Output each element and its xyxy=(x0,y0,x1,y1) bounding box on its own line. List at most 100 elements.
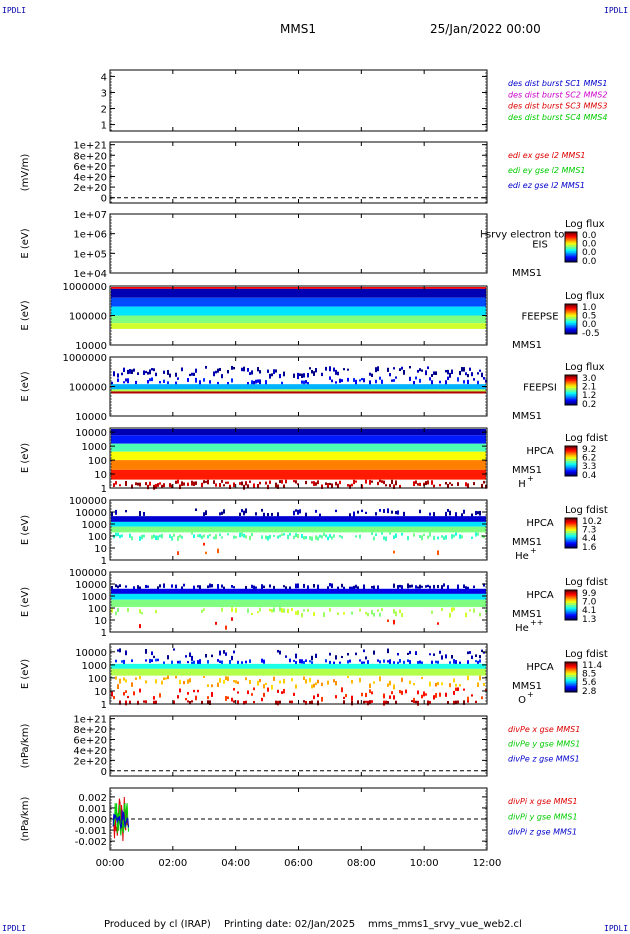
colorbar-tick-label: 0.0 xyxy=(582,248,597,258)
spectrogram-speckle xyxy=(359,677,361,683)
spectrogram-speckle xyxy=(457,687,459,691)
spectrogram-speckle xyxy=(237,691,239,694)
panel-eis: 1e+07 1e+06 1e+05 1e+04 E (eV) EIS MMS1 l srvy … xyxy=(20,210,605,280)
spectrogram-speckle xyxy=(475,510,477,516)
spectrogram-speckle xyxy=(143,700,145,703)
spectrogram-speckle xyxy=(261,508,263,512)
colorbar-cell xyxy=(565,521,577,525)
spectrogram-speckle xyxy=(123,659,125,665)
spectrogram-speckle xyxy=(457,482,459,486)
spectrogram-speckle xyxy=(421,585,423,588)
spectrogram-speckle xyxy=(369,683,371,689)
y-tick-label: 10 xyxy=(94,616,107,627)
species-label: He xyxy=(515,551,529,562)
spectrogram-speckle xyxy=(337,483,339,488)
spectrogram-speckle xyxy=(239,482,241,485)
spectrogram-speckle xyxy=(251,693,253,696)
spectrogram-speckle xyxy=(341,536,343,539)
spectrogram-speckle xyxy=(219,533,221,537)
spectrogram-speckle xyxy=(227,533,229,536)
spectrogram-speckle xyxy=(479,510,481,516)
spectrogram-speckle xyxy=(467,675,469,681)
spectrogram-speckle xyxy=(297,376,299,380)
spectrogram-speckle xyxy=(119,700,121,705)
spectrogram-speckle xyxy=(175,675,177,679)
spectrogram-speckle xyxy=(231,607,233,612)
spectrogram-speckle xyxy=(485,688,487,692)
spectrogram-speckle xyxy=(307,372,309,378)
spectrogram-speckle xyxy=(357,700,359,705)
spectrogram-speckle xyxy=(291,608,293,611)
spectrogram-speckle xyxy=(471,655,473,660)
colorbar-cell xyxy=(565,446,577,449)
spectrogram-speckle xyxy=(255,512,257,516)
colorbar-cell xyxy=(565,519,577,523)
spectrogram-speckle xyxy=(331,379,333,383)
spectrogram-speckle xyxy=(303,609,305,612)
legend-entry: des dist burst SC1 MMS1 xyxy=(508,79,607,88)
spectrogram-speckle xyxy=(441,535,443,538)
spectrogram-speckle xyxy=(115,481,117,485)
spectrogram-speckle xyxy=(327,586,329,590)
colorbar-cell xyxy=(565,235,577,239)
spectrogram-speckle xyxy=(173,533,175,537)
spectrogram-speckle xyxy=(483,377,485,380)
panel-hpca-o: 10000 1000 100 10 1 E (eV) HPCA MMS1 O+ Log fdist… xyxy=(20,643,608,711)
spectrogram-speckle xyxy=(303,700,305,703)
spectrogram-speckle xyxy=(333,679,335,683)
colorbar-cell xyxy=(565,546,577,549)
spectrogram-speckle xyxy=(277,535,279,539)
x-tick-label: 00:00 xyxy=(96,858,125,869)
colorbar-cell xyxy=(565,472,577,475)
spectrogram-speckle xyxy=(319,534,321,538)
legend-entry: divPi x gse MMS1 xyxy=(508,797,578,806)
spectrogram-speckle xyxy=(377,585,379,590)
spectrogram-speckle xyxy=(129,700,131,704)
spectrogram-speckle xyxy=(215,621,217,625)
spectrogram-speckle xyxy=(417,661,419,665)
spectrogram-speckle xyxy=(233,700,235,703)
spectrogram-speckle xyxy=(307,381,309,387)
spectrogram-speckle xyxy=(429,532,431,537)
spectrogram-speckle xyxy=(419,584,421,589)
colorbar-tick-label: 0.0 xyxy=(582,240,597,250)
spectrogram-speckle xyxy=(163,661,165,665)
spectrogram-speckle xyxy=(241,661,243,666)
spectrogram-speckle xyxy=(447,701,449,704)
spectrogram-speckle xyxy=(471,372,473,377)
colorbar-cell xyxy=(565,395,577,398)
spectrogram-speckle xyxy=(243,701,245,705)
y-tick-label: 10000 xyxy=(75,508,107,519)
y-axis-label: (mV/m) xyxy=(20,154,31,192)
spectrogram-speckle xyxy=(393,550,395,554)
spectrogram-speckle xyxy=(155,679,157,684)
spectrogram-speckle xyxy=(339,378,341,383)
spectrogram-speckle xyxy=(205,365,207,369)
spectrogram-speckle xyxy=(113,534,115,539)
spectrogram-speckle xyxy=(317,536,319,541)
spectrogram-speckle xyxy=(453,678,455,683)
spectrogram-speckle xyxy=(195,368,197,373)
spectrogram-speckle xyxy=(445,535,447,540)
spectrogram-speckle xyxy=(115,532,117,537)
spectrogram-speckle xyxy=(343,696,345,699)
spectrogram-speckle xyxy=(437,622,439,625)
spectrogram-speckle xyxy=(241,367,243,372)
spectrogram-speckle xyxy=(271,684,273,690)
spectrogram-speckle xyxy=(267,369,269,373)
panel-hpca-h: 10000 1000 100 10 1 E (eV) HPCA MMS1 H+ Log fdist… xyxy=(20,427,608,495)
spectrogram-speckle xyxy=(409,584,411,588)
spectrogram-speckle xyxy=(203,512,205,517)
spectrogram-speckle xyxy=(231,585,233,588)
spectrogram-speckle xyxy=(343,612,345,615)
spectrogram-speckle xyxy=(125,378,127,382)
spectrogram-speckle xyxy=(437,550,439,556)
colorbar-cell xyxy=(565,313,577,316)
spectrogram-speckle xyxy=(415,376,417,380)
spectrogram-speckle xyxy=(445,511,447,517)
spectrogram-speckle xyxy=(115,676,117,680)
colorbar-cell xyxy=(565,590,577,593)
colorbar-cell xyxy=(565,324,577,327)
y-tick-label: 1e+05 xyxy=(73,249,107,260)
spectrogram-speckle xyxy=(295,480,297,484)
